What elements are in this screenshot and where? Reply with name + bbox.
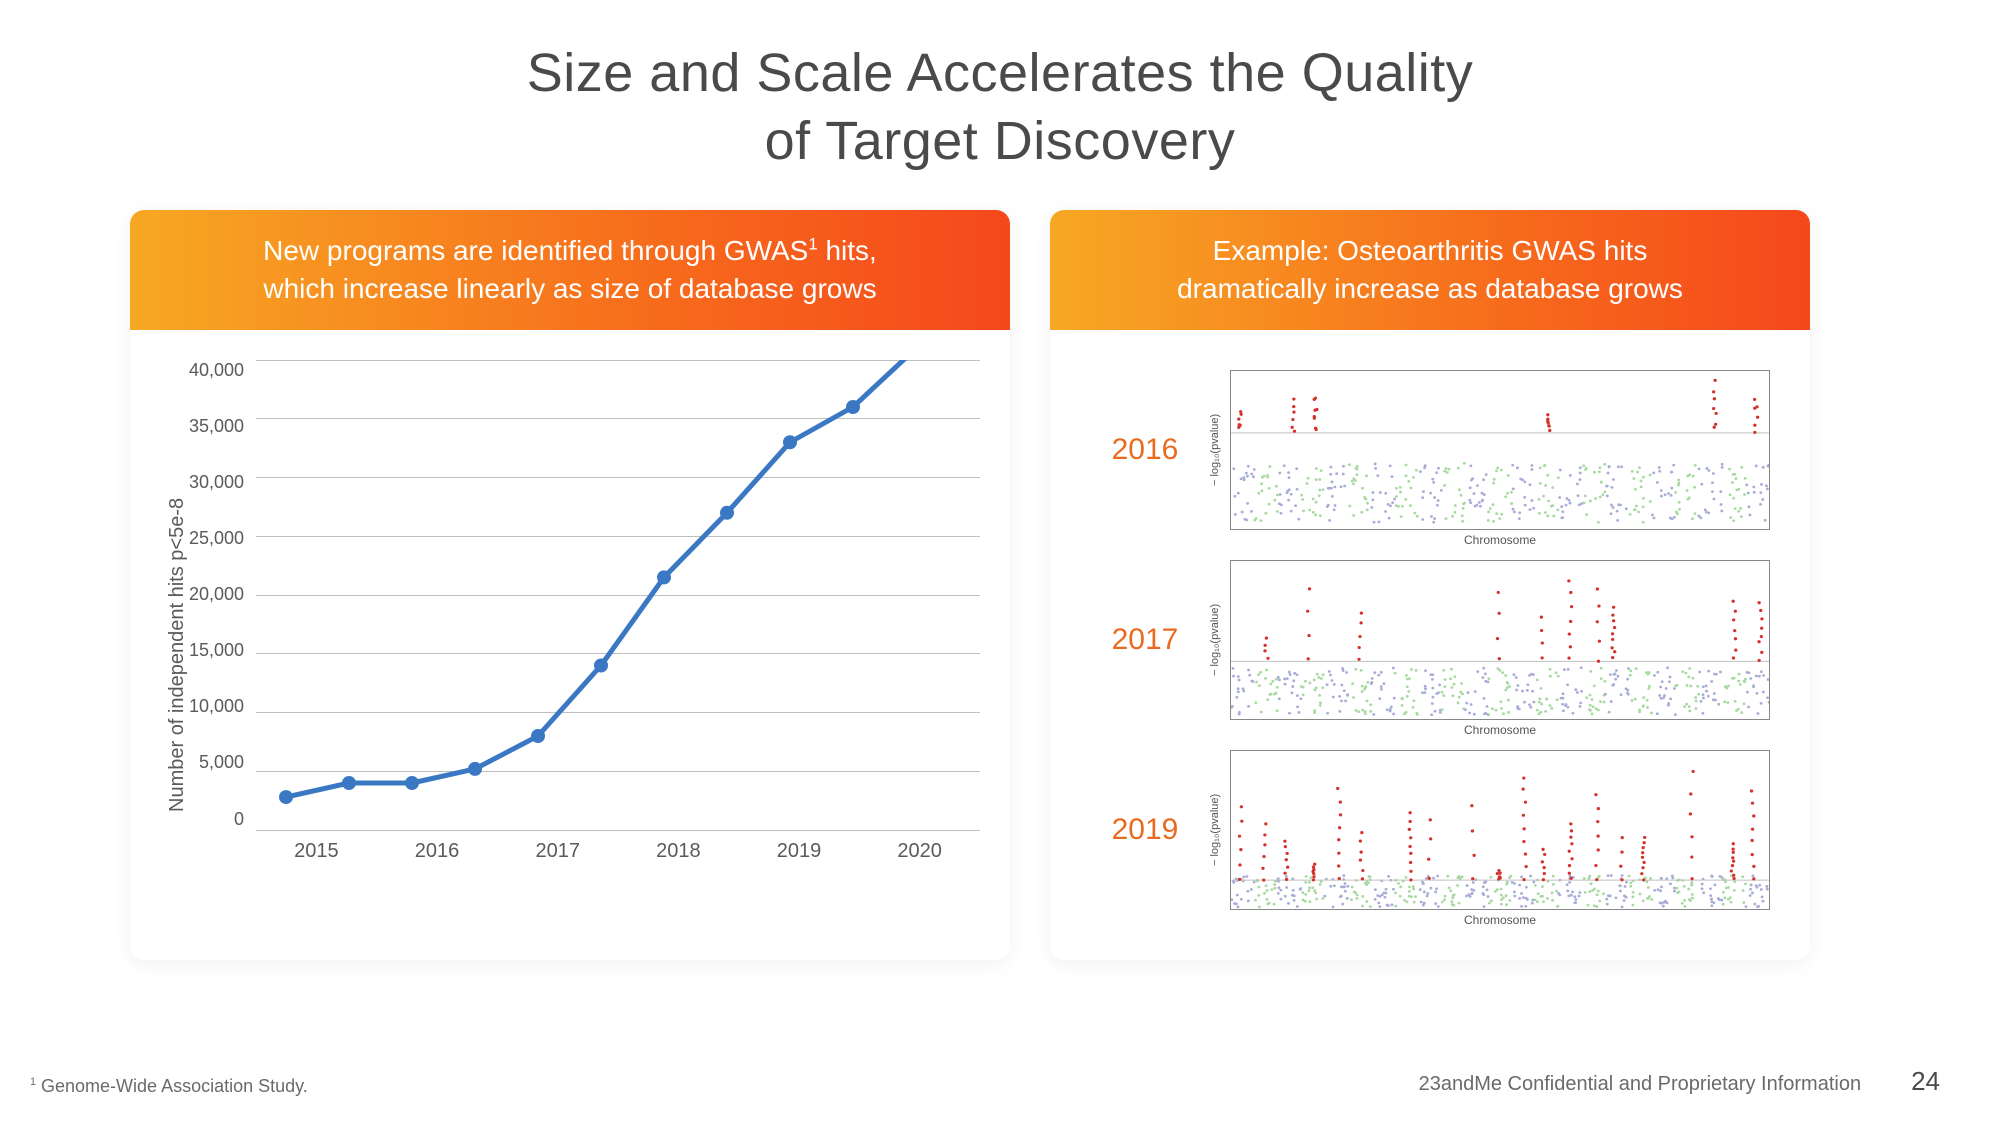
left-header-line2: which increase linearly as size of datab…	[263, 273, 876, 304]
left-header-sup: 1	[808, 235, 817, 254]
xtick-label: 2020	[859, 840, 980, 863]
right-panel-body: 2016− log₁₀(pvalue)Chromosome2017− log₁₀…	[1050, 330, 1810, 960]
chart-ylabel: Number of independent hits p<5e-8	[160, 360, 189, 890]
manhattan-year-label: 2016	[1090, 433, 1200, 467]
chart-marker	[657, 570, 671, 584]
chart-marker	[846, 400, 860, 414]
manhattan-xlabel: Chromosome	[1231, 723, 1769, 737]
chart-marker	[342, 776, 356, 790]
slide: Size and Scale Accelerates the Quality o…	[0, 0, 2000, 1125]
chart-marker	[468, 761, 482, 775]
footnote-text: Genome-Wide Association Study.	[36, 1076, 308, 1096]
chart-plot-area: 201520162017201820192020	[256, 360, 980, 890]
xtick-label: 2015	[256, 840, 377, 863]
ytick-label: 35,000	[189, 416, 244, 437]
xtick-label: 2016	[377, 840, 498, 863]
manhattan-plot: − log₁₀(pvalue)Chromosome	[1230, 750, 1770, 910]
manhattan-plot: − log₁₀(pvalue)Chromosome	[1230, 560, 1770, 720]
title-line2: of Target Discovery	[765, 111, 1236, 171]
chart-line	[286, 360, 916, 797]
footnote: 1 Genome-Wide Association Study.	[30, 1076, 308, 1097]
slide-title: Size and Scale Accelerates the Quality o…	[130, 40, 1870, 175]
right-header-line1: Example: Osteoarthritis GWAS hits	[1213, 235, 1648, 266]
xtick-label: 2018	[618, 840, 739, 863]
chart-xaxis: 201520162017201820192020	[256, 840, 980, 863]
manhattan-ylabel: − log₁₀(pvalue)	[1209, 371, 1221, 529]
left-panel-body: Number of independent hits p<5e-8 40,000…	[130, 330, 1010, 930]
manhattan-svg	[1231, 371, 1769, 529]
xtick-label: 2019	[739, 840, 860, 863]
manhattan-svg	[1231, 561, 1769, 719]
manhattan-plots: 2016− log₁₀(pvalue)Chromosome2017− log₁₀…	[1080, 360, 1780, 920]
ytick-label: 25,000	[189, 528, 244, 549]
left-panel-header: New programs are identified through GWAS…	[130, 210, 1010, 330]
ytick-label: 20,000	[189, 584, 244, 605]
manhattan-year-label: 2017	[1090, 623, 1200, 657]
chart-marker	[594, 658, 608, 672]
chart-marker	[405, 776, 419, 790]
manhattan-row: 2016 − log₁₀(pvalue)Chromosome	[1090, 370, 1770, 530]
chart-marker	[720, 505, 734, 519]
chart-yaxis: 40,000 35,000 30,000 25,000 20,000 15,000 10,0…	[189, 360, 256, 830]
line-chart: Number of independent hits p<5e-8 40,000…	[160, 360, 980, 890]
manhattan-year-label: 2019	[1090, 813, 1200, 847]
manhattan-ylabel: − log₁₀(pvalue)	[1209, 561, 1221, 719]
left-header-text-post: hits,	[818, 235, 877, 266]
footer: 1 Genome-Wide Association Study. 23andMe…	[30, 1066, 1940, 1097]
title-line1: Size and Scale Accelerates the Quality	[527, 43, 1474, 103]
manhattan-xlabel: Chromosome	[1231, 913, 1769, 927]
ytick-label: 5,000	[199, 752, 244, 773]
manhattan-svg	[1231, 751, 1769, 909]
manhattan-ylabel: − log₁₀(pvalue)	[1209, 751, 1221, 909]
panels-row: New programs are identified through GWAS…	[130, 210, 1870, 960]
left-panel: New programs are identified through GWAS…	[130, 210, 1010, 960]
page-number: 24	[1911, 1066, 1940, 1097]
right-panel: Example: Osteoarthritis GWAS hits dramat…	[1050, 210, 1810, 960]
chart-marker	[783, 435, 797, 449]
grid-line	[256, 830, 980, 831]
chart-marker	[531, 729, 545, 743]
left-header-text-pre: New programs are identified through GWAS	[263, 235, 808, 266]
ytick-label: 0	[234, 809, 244, 830]
xtick-label: 2017	[497, 840, 618, 863]
manhattan-row: 2019 − log₁₀(pvalue)Chromosome	[1090, 750, 1770, 910]
right-header-line2: dramatically increase as database grows	[1177, 273, 1683, 304]
ytick-label: 10,000	[189, 696, 244, 717]
ytick-label: 40,000	[189, 360, 244, 381]
confidential-text: 23andMe Confidential and Proprietary Inf…	[1419, 1073, 1861, 1096]
chart-svg	[256, 360, 936, 830]
manhattan-xlabel: Chromosome	[1231, 533, 1769, 547]
ytick-label: 15,000	[189, 640, 244, 661]
confidential-wrap: 23andMe Confidential and Proprietary Inf…	[1419, 1066, 1940, 1097]
manhattan-plot: − log₁₀(pvalue)Chromosome	[1230, 370, 1770, 530]
chart-marker	[279, 790, 293, 804]
manhattan-row: 2017 − log₁₀(pvalue)Chromosome	[1090, 560, 1770, 720]
right-panel-header: Example: Osteoarthritis GWAS hits dramat…	[1050, 210, 1810, 330]
ytick-label: 30,000	[189, 472, 244, 493]
